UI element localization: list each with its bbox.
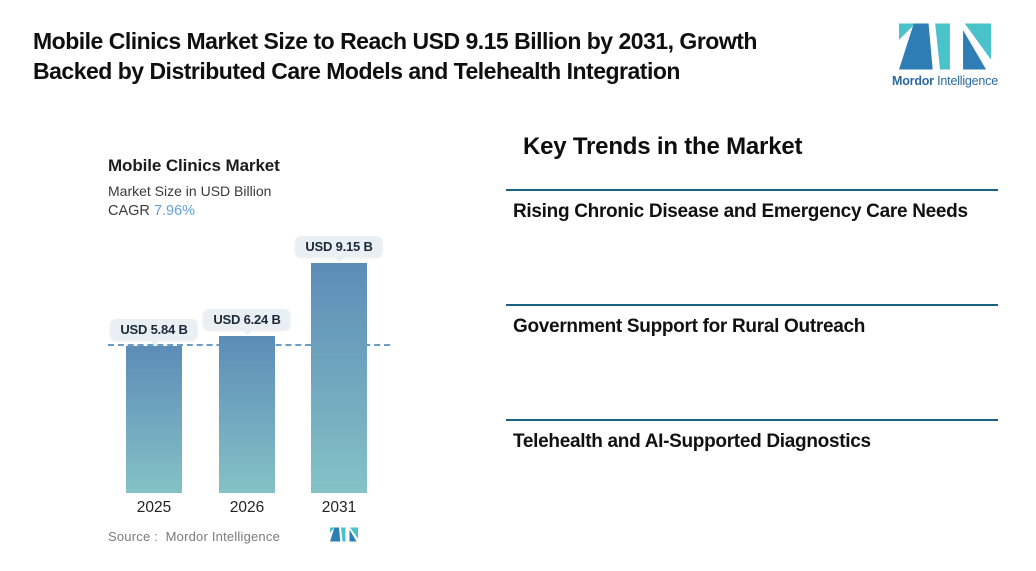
brand-name: Mordor Intelligence [885, 74, 1005, 88]
page-title: Mobile Clinics Market Size to Reach USD … [33, 26, 873, 86]
mordor-logo-small-icon [330, 527, 358, 542]
x-axis-label-2031: 2031 [321, 499, 357, 516]
mordor-logo-icon [899, 23, 991, 70]
trend-divider [506, 189, 998, 191]
cagr-label: CAGR [108, 203, 150, 219]
chart-cagr: CAGR 7.96% [108, 203, 195, 219]
cagr-value: 7.96% [153, 203, 196, 219]
bar-2031 [311, 263, 367, 493]
chart-title: Mobile Clinics Market [108, 156, 280, 175]
trend-divider [506, 304, 998, 306]
trend-section-2: Government Support for Rural Outreach [506, 304, 998, 338]
brand-logo: Mordor Intelligence [885, 23, 1005, 88]
bar-2026 [219, 336, 275, 493]
value-label-2025: USD 5.84 B [110, 319, 198, 340]
bar-2025 [126, 346, 182, 493]
trend-divider [506, 419, 998, 421]
x-axis-label-2025: 2025 [136, 499, 172, 516]
trend-section-1: Rising Chronic Disease and Emergency Car… [506, 189, 998, 223]
trend-item-2: Government Support for Rural Outreach [513, 316, 866, 337]
page-title-line2: Backed by Distributed Care Models and Te… [33, 58, 680, 84]
trend-item-1: Rising Chronic Disease and Emergency Car… [513, 201, 968, 222]
key-trends-heading: Key Trends in the Market [523, 133, 803, 160]
brand-name-bold: Mordor [892, 74, 934, 88]
source-label: Source : Mordor Intelligence [108, 529, 280, 544]
value-label-2031: USD 9.15 B [295, 236, 383, 257]
trend-section-3: Telehealth and AI-Supported Diagnostics [506, 419, 998, 453]
brand-name-regular: Intelligence [937, 74, 998, 88]
chart-subtitle: Market Size in USD Billion [108, 183, 272, 199]
x-axis-label-2026: 2026 [229, 499, 265, 516]
trend-item-3: Telehealth and AI-Supported Diagnostics [513, 431, 871, 452]
page-title-line1: Mobile Clinics Market Size to Reach USD … [33, 28, 757, 54]
value-label-2026: USD 6.24 B [203, 309, 291, 330]
